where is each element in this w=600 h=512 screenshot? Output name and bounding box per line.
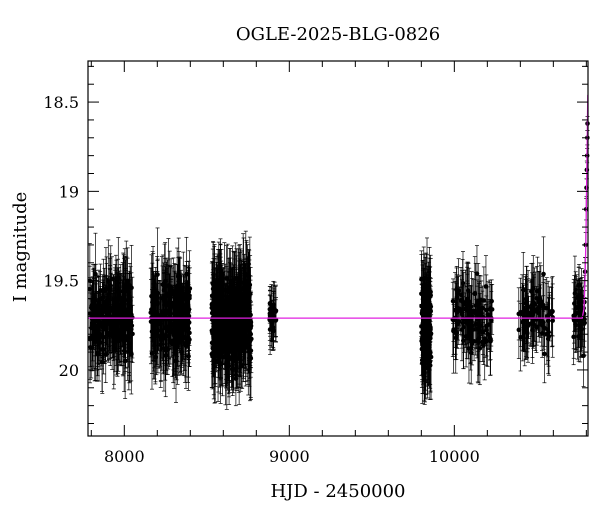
y-tick-label: 20 <box>59 361 79 380</box>
data-point <box>224 282 229 347</box>
data-point <box>235 280 241 349</box>
data-point <box>245 283 251 337</box>
data-point <box>216 299 221 362</box>
x-tick-label: 8000 <box>104 447 145 466</box>
data-point <box>179 274 184 368</box>
data-layer <box>87 116 590 410</box>
data-point <box>232 289 238 379</box>
y-tick-label: 19.5 <box>43 272 79 291</box>
data-point <box>154 283 160 365</box>
x-tick-label: 10000 <box>429 447 480 466</box>
data-point <box>229 263 234 347</box>
data-point <box>155 260 160 347</box>
data-point <box>241 261 246 331</box>
data-point <box>115 273 120 325</box>
data-point <box>550 298 555 337</box>
data-point <box>119 282 125 342</box>
data-point <box>229 267 235 362</box>
data-point <box>243 257 249 345</box>
y-axis-label: I magnitude <box>10 192 31 303</box>
data-point <box>168 278 174 349</box>
plot-frame <box>87 60 589 437</box>
data-point <box>105 239 111 324</box>
x-tick-label: 9000 <box>269 447 310 466</box>
data-point <box>212 279 217 364</box>
data-point <box>182 264 188 325</box>
chart-title: OGLE-2025-BLG-0826 <box>236 24 440 45</box>
data-point <box>182 287 188 355</box>
x-axis-label: HJD - 2450000 <box>270 481 405 502</box>
y-tick-label: 19 <box>59 182 79 201</box>
data-point <box>236 305 242 385</box>
data-point <box>173 294 179 376</box>
y-tick-label: 18.5 <box>43 93 79 112</box>
data-point <box>161 288 167 335</box>
data-point <box>91 267 96 350</box>
data-point <box>122 323 128 399</box>
data-point <box>227 302 232 354</box>
data-point <box>248 302 253 355</box>
data-point <box>111 274 116 358</box>
data-point <box>152 311 157 380</box>
data-point <box>111 308 117 390</box>
data-point <box>212 303 218 403</box>
data-point <box>112 269 118 339</box>
data-point <box>168 265 174 310</box>
data-point <box>177 271 183 345</box>
data-point <box>126 292 132 373</box>
data-point <box>103 300 108 357</box>
data-point <box>122 301 127 358</box>
data-point <box>218 256 224 355</box>
data-point <box>221 283 227 384</box>
